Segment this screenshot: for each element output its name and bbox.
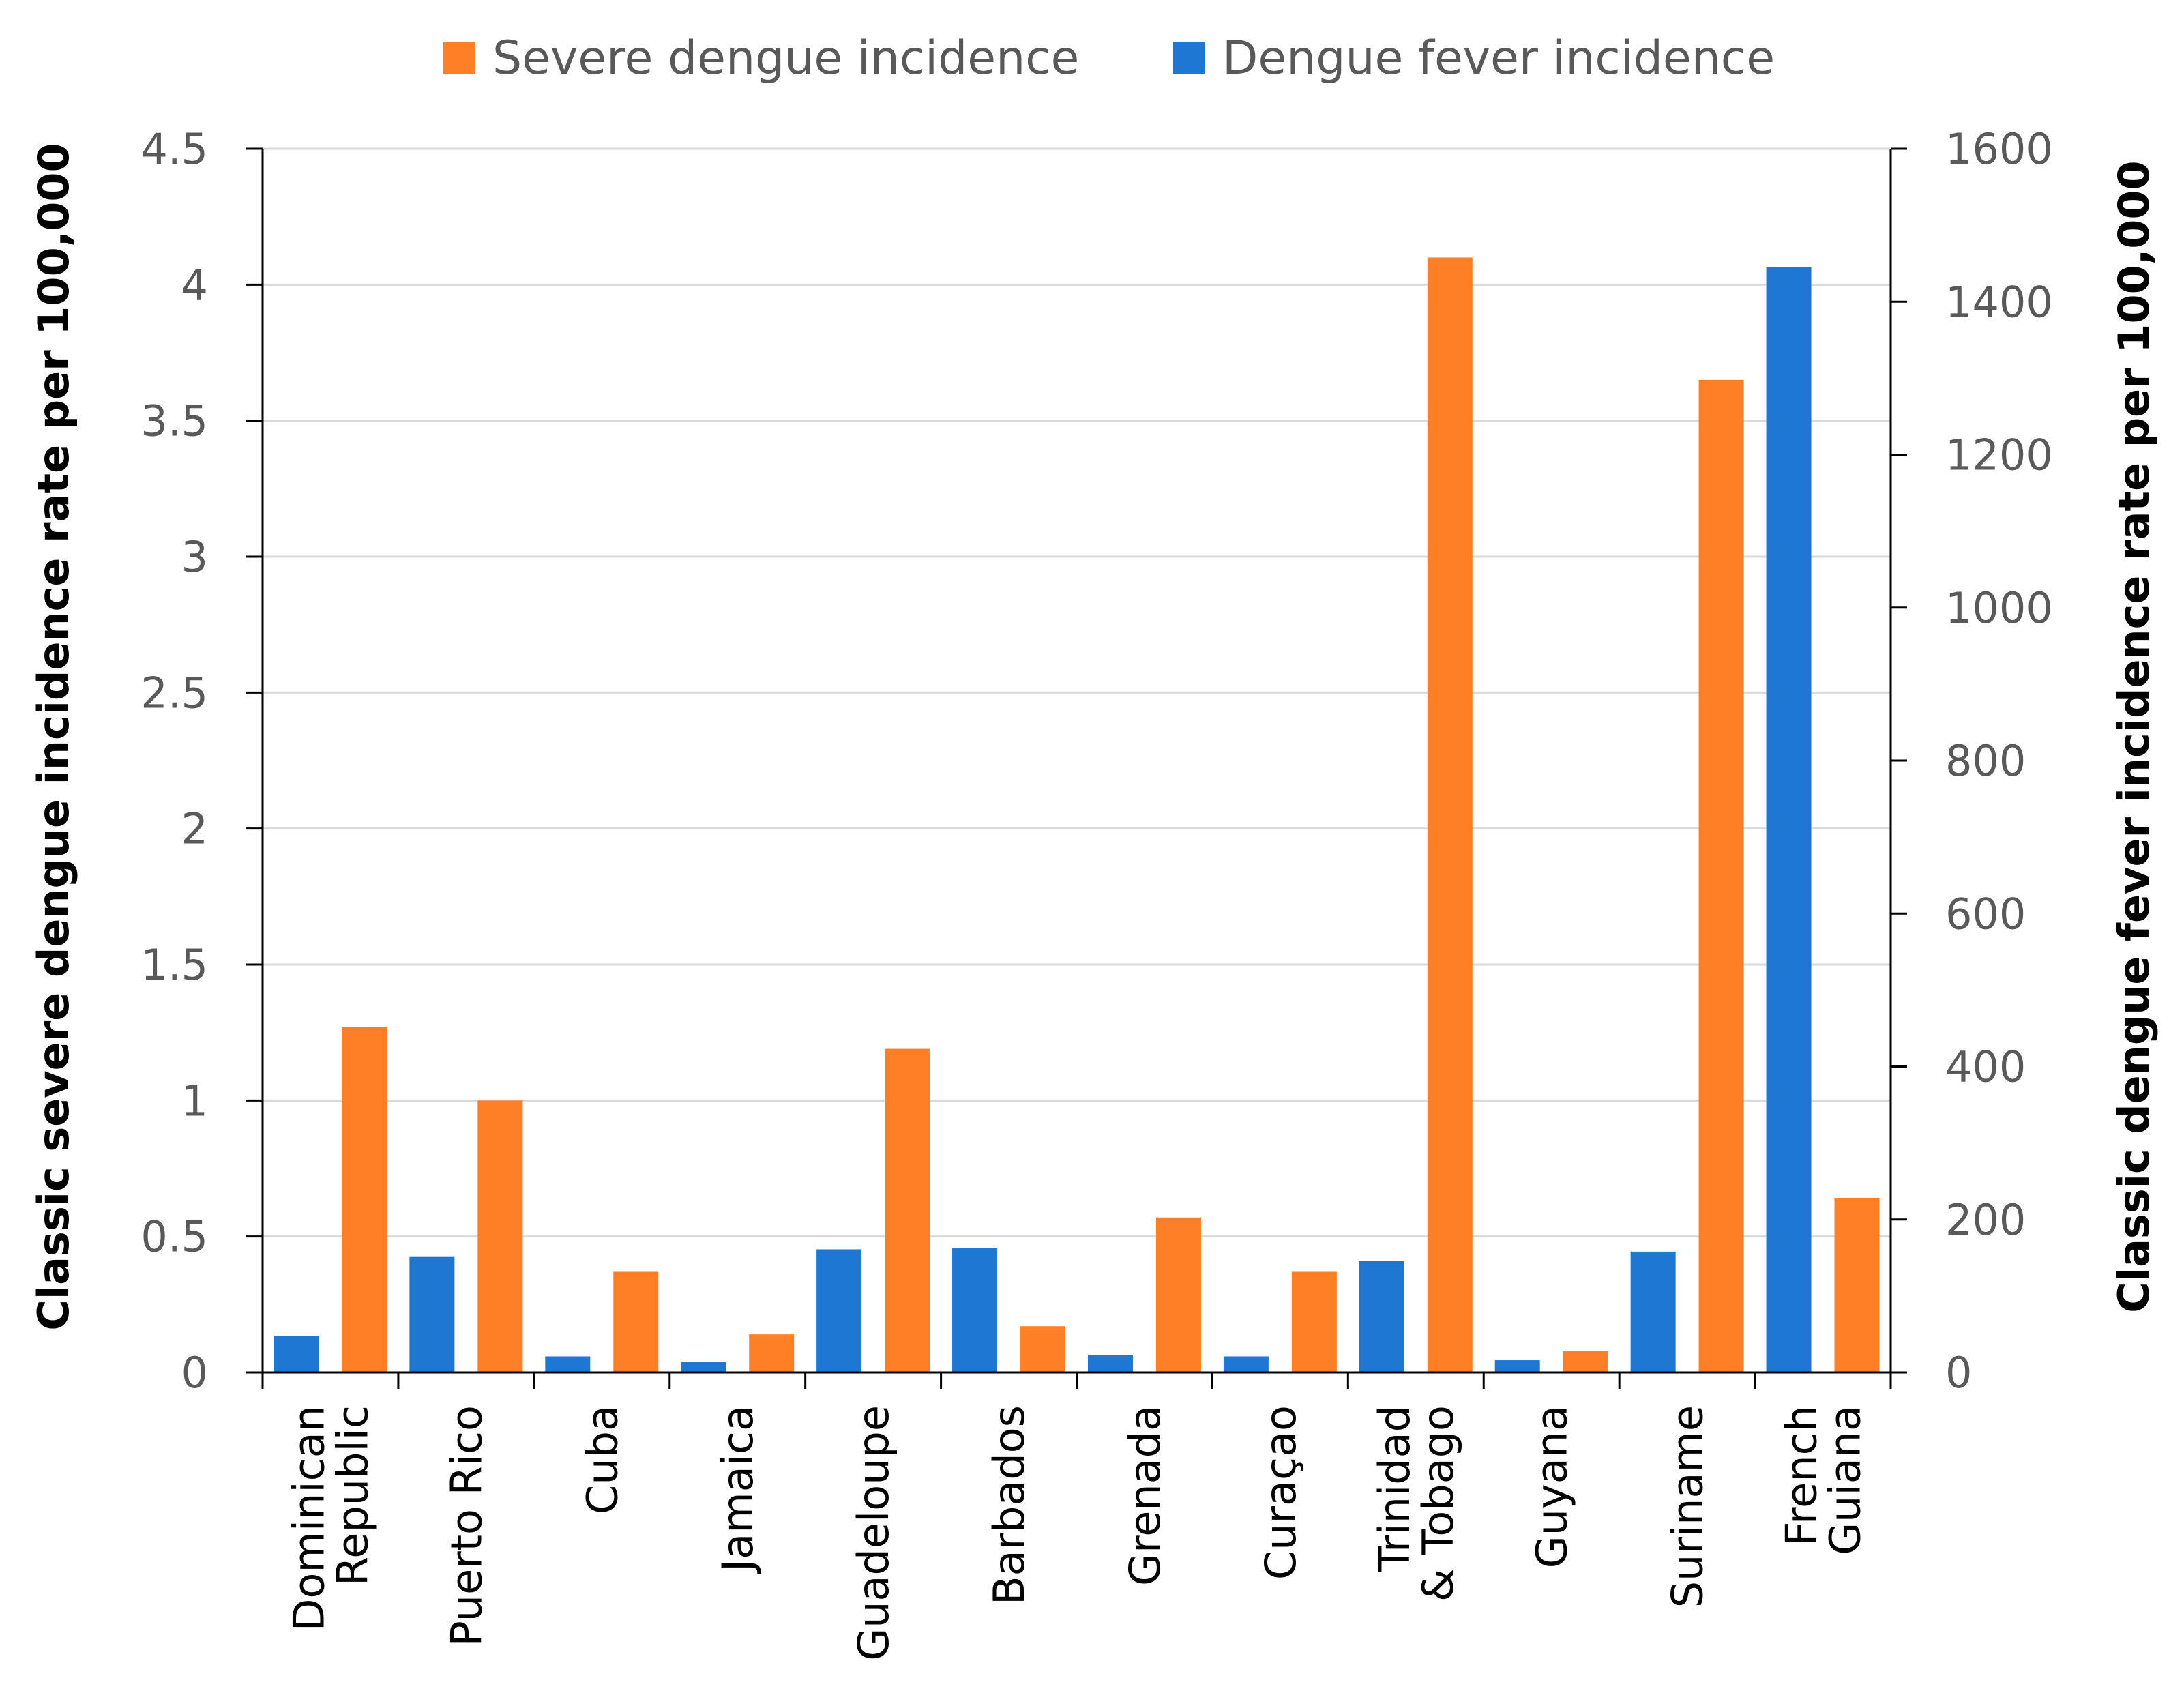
category-label-line: Guiana: [1820, 1405, 1870, 1555]
category-label-line: French: [1777, 1405, 1827, 1546]
severe-dengue-bar: [477, 1100, 523, 1372]
left-tick-label: 2: [181, 804, 208, 854]
category-label-line: Puerto Rico: [441, 1405, 491, 1647]
left-tick-label: 1.5: [141, 940, 208, 990]
severe-dengue-bar: [1427, 257, 1473, 1372]
dengue-fever-bar: [1087, 1355, 1133, 1372]
left-tick-label: 4.5: [141, 124, 208, 174]
category-label-line: Trinidad: [1370, 1405, 1419, 1573]
severe-dengue-bar: [613, 1271, 659, 1372]
left-axis-title: Classic severe dengue incidence rate per…: [29, 143, 78, 1330]
category-label-line: Curaçao: [1256, 1405, 1305, 1580]
category-label-line: Grenada: [1120, 1405, 1170, 1586]
right-tick-label: 400: [1945, 1042, 2026, 1092]
severe-dengue-bar: [342, 1027, 387, 1372]
left-tick-label: 4: [181, 260, 208, 310]
severe-dengue-bar: [749, 1334, 795, 1372]
dengue-fever-bar: [409, 1256, 455, 1372]
category-label: Cuba: [577, 1405, 627, 1514]
dengue-fever-bar: [1494, 1360, 1540, 1372]
category-label: Trinidad& Tobago: [1370, 1405, 1463, 1602]
category-label: Barbados: [984, 1405, 1034, 1605]
category-label: Puerto Rico: [441, 1405, 491, 1647]
dengue-fever-bar: [274, 1336, 319, 1372]
dengue-fever-bar: [545, 1356, 591, 1372]
legend: Severe dengue incidence Dengue fever inci…: [443, 31, 1775, 85]
right-tick-label: 600: [1945, 889, 2026, 939]
category-label-line: Guyana: [1527, 1405, 1577, 1568]
category-label: Jamaica: [713, 1405, 763, 1574]
right-tick-label: 1600: [1945, 124, 2053, 174]
legend-swatch: [443, 42, 475, 74]
right-tick-label: 1200: [1945, 430, 2053, 480]
dengue-fever-bar: [1630, 1251, 1676, 1372]
right-axis-ticks: 0 200 400 600 800 1000 1200 1400 1600: [1891, 124, 2053, 1398]
left-tick-label: 0: [181, 1348, 208, 1398]
right-axis-title: Classic dengue fever incidence rate per …: [2109, 160, 2159, 1312]
severe-dengue-bar: [1155, 1217, 1201, 1372]
right-tick-label: 200: [1945, 1195, 2026, 1245]
severe-dengue-bar: [1020, 1326, 1066, 1372]
dengue-fever-bar: [1223, 1356, 1269, 1372]
legend-swatch: [1173, 42, 1205, 74]
left-tick-label: 0.5: [141, 1212, 208, 1262]
left-tick-label: 3: [181, 532, 208, 582]
severe-dengue-bar: [885, 1048, 930, 1372]
severe-dengue-bar: [1563, 1351, 1608, 1372]
category-label: Suriname: [1663, 1405, 1713, 1608]
bars: [274, 257, 1880, 1373]
right-tick-label: 1000: [1945, 583, 2053, 633]
legend-label: Severe dengue incidence: [492, 31, 1079, 85]
category-label-line: Dominican: [284, 1405, 334, 1631]
category-label-line: Barbados: [984, 1405, 1034, 1605]
left-tick-label: 2.5: [141, 668, 208, 718]
severe-dengue-bar: [1834, 1198, 1880, 1372]
right-tick-label: 800: [1945, 736, 2026, 786]
right-tick-label: 1400: [1945, 277, 2053, 327]
category-label: Curaçao: [1256, 1405, 1305, 1580]
left-tick-label: 1: [181, 1076, 208, 1126]
dengue-fever-bar: [681, 1362, 726, 1372]
left-tick-label: 3.5: [141, 396, 208, 446]
gridlines: [263, 147, 1891, 1238]
category-label-line: & Tobago: [1413, 1405, 1463, 1602]
category-label: Grenada: [1120, 1405, 1170, 1586]
legend-label: Dengue fever incidence: [1222, 31, 1775, 85]
dengue-fever-bar: [1766, 267, 1812, 1373]
dengue-fever-bar: [952, 1248, 998, 1372]
right-tick-label: 0: [1945, 1348, 1972, 1398]
severe-dengue-bar: [1698, 379, 1744, 1372]
category-label-line: Suriname: [1663, 1405, 1713, 1608]
category-label: Guyana: [1527, 1405, 1577, 1568]
left-axis-ticks: 0 0.5 1 1.5 2 2.5 3 3.5 4 4.5: [141, 124, 263, 1398]
category-label-line: Cuba: [577, 1405, 627, 1514]
dengue-fever-bar: [816, 1249, 862, 1372]
axes: [261, 149, 1892, 1389]
category-label-line: Guadeloupe: [848, 1405, 898, 1661]
category-label-line: Republic: [327, 1405, 377, 1586]
category-label: Guadeloupe: [848, 1405, 898, 1661]
severe-dengue-bar: [1291, 1271, 1337, 1372]
category-label-line: Jamaica: [713, 1405, 763, 1574]
dengue-fever-bar: [1359, 1261, 1404, 1372]
